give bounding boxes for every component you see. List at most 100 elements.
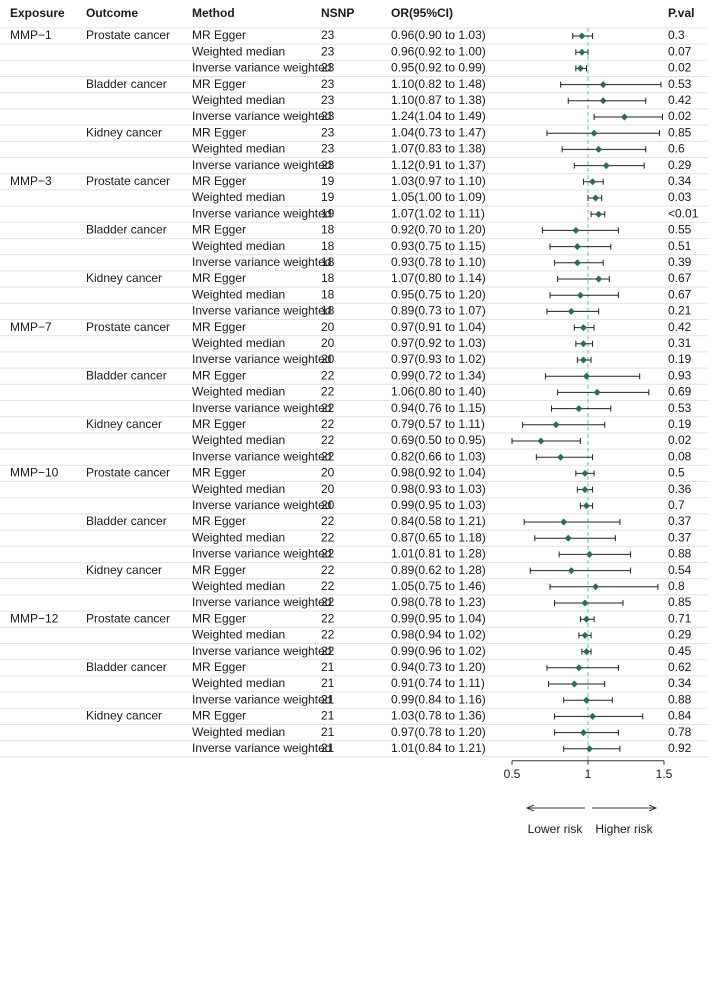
or-point <box>573 243 581 251</box>
or-point <box>575 664 583 672</box>
nsnp-value: 20 <box>321 352 335 366</box>
nsnp-value: 20 <box>321 498 335 512</box>
nsnp-value: 22 <box>321 644 335 658</box>
or-ci-label: 1.01(0.81 to 1.28) <box>391 547 486 561</box>
or-ci-label: 0.79(0.57 to 1.11) <box>391 417 485 431</box>
p-value: 0.85 <box>668 125 692 139</box>
or-point <box>589 178 597 186</box>
p-value: 0.5 <box>668 466 685 480</box>
p-value: 0.42 <box>668 93 692 107</box>
or-ci-label: 0.97(0.91 to 1.04) <box>391 320 486 334</box>
nsnp-value: 23 <box>321 93 335 107</box>
or-ci-label: 0.96(0.90 to 1.03) <box>391 28 486 42</box>
p-value: 0.36 <box>668 482 692 496</box>
nsnp-value: 22 <box>321 611 335 625</box>
p-value: 0.88 <box>668 692 692 706</box>
nsnp-value: 22 <box>321 401 335 415</box>
or-point <box>595 145 603 153</box>
x-tick-label: 0.5 <box>504 767 521 781</box>
nsnp-value: 22 <box>321 595 335 609</box>
or-ci-label: 1.03(0.97 to 1.10) <box>391 174 486 188</box>
or-ci-label: 0.69(0.50 to 0.95) <box>391 433 486 447</box>
nsnp-value: 22 <box>321 530 335 544</box>
p-value: 0.51 <box>668 239 692 253</box>
method-label: Weighted median <box>192 44 285 58</box>
exposure-label: MMP−10 <box>10 466 59 480</box>
or-ci-label: 0.99(0.96 to 1.02) <box>391 644 486 658</box>
p-value: 0.02 <box>668 433 692 447</box>
exposure-label: MMP−7 <box>10 320 52 334</box>
p-value: 0.45 <box>668 644 692 658</box>
nsnp-value: 18 <box>321 239 335 253</box>
or-ci-label: 0.93(0.75 to 1.15) <box>391 239 486 253</box>
nsnp-value: 21 <box>321 741 335 755</box>
method-label: Weighted median <box>192 628 285 642</box>
or-point <box>576 291 584 299</box>
method-label: MR Egger <box>192 28 246 42</box>
method-label: Inverse variance weighted <box>192 547 331 561</box>
or-point <box>595 275 603 283</box>
higher-risk-label: Higher risk <box>595 822 653 836</box>
p-value: 0.54 <box>668 563 692 577</box>
or-point <box>575 405 583 413</box>
outcome-label: Kidney cancer <box>86 709 162 723</box>
or-point <box>564 534 572 542</box>
nsnp-value: 23 <box>321 61 335 75</box>
method-label: Inverse variance weighted <box>192 304 331 318</box>
p-value: 0.08 <box>668 449 692 463</box>
or-ci-label: 0.96(0.92 to 1.00) <box>391 44 486 58</box>
nsnp-value: 18 <box>321 223 335 237</box>
method-label: MR Egger <box>192 320 246 334</box>
or-ci-label: 0.95(0.75 to 1.20) <box>391 287 486 301</box>
or-point <box>586 745 594 753</box>
nsnp-value: 21 <box>321 660 335 674</box>
or-point <box>537 437 545 445</box>
outcome-label: Prostate cancer <box>86 611 170 625</box>
or-ci-label: 0.97(0.92 to 1.03) <box>391 336 486 350</box>
p-value: 0.29 <box>668 158 692 172</box>
p-value: 0.42 <box>668 320 692 334</box>
p-value: 0.92 <box>668 741 692 755</box>
method-label: Inverse variance weighted <box>192 255 331 269</box>
nsnp-value: 20 <box>321 320 335 334</box>
p-value: 0.07 <box>668 44 692 58</box>
or-point <box>592 583 600 591</box>
nsnp-value: 22 <box>321 368 335 382</box>
or-ci-label: 1.05(0.75 to 1.46) <box>391 579 486 593</box>
nsnp-value: 18 <box>321 287 335 301</box>
p-value: 0.88 <box>668 547 692 561</box>
or-point <box>582 648 590 656</box>
method-label: Weighted median <box>192 579 285 593</box>
method-label: MR Egger <box>192 514 246 528</box>
p-value: 0.21 <box>668 304 692 318</box>
nsnp-value: 23 <box>321 158 335 172</box>
method-label: Inverse variance weighted <box>192 595 331 609</box>
nsnp-value: 20 <box>321 482 335 496</box>
or-point <box>586 550 594 558</box>
or-point <box>599 97 607 105</box>
or-point <box>590 129 598 137</box>
or-point <box>576 64 584 72</box>
p-value: 0.19 <box>668 417 692 431</box>
method-label: Weighted median <box>192 287 285 301</box>
p-value: 0.78 <box>668 725 692 739</box>
or-ci-label: 0.97(0.78 to 1.20) <box>391 725 486 739</box>
method-label: MR Egger <box>192 417 246 431</box>
column-header: P.val <box>668 6 694 20</box>
method-label: Weighted median <box>192 93 285 107</box>
method-label: Weighted median <box>192 336 285 350</box>
or-point <box>582 502 590 510</box>
method-label: Weighted median <box>192 433 285 447</box>
method-label: Inverse variance weighted <box>192 692 331 706</box>
or-point <box>582 615 590 623</box>
nsnp-value: 22 <box>321 579 335 593</box>
or-point <box>592 194 600 202</box>
or-point <box>573 259 581 267</box>
exposure-label: MMP−1 <box>10 28 52 42</box>
p-value: <0.01 <box>668 206 699 220</box>
or-ci-label: 0.89(0.62 to 1.28) <box>391 563 486 577</box>
p-value: 0.31 <box>668 336 692 350</box>
or-point <box>581 469 589 477</box>
